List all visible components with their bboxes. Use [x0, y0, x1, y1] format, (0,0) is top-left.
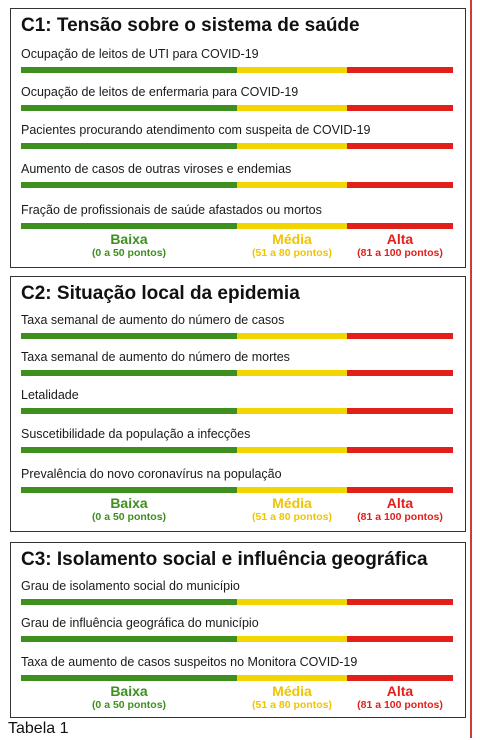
risk-legend: Baixa (0 a 50 pontos) Média (51 a 80 pon…	[21, 495, 453, 529]
risk-scale-bar	[21, 447, 453, 453]
legend-high-label: Alta	[386, 495, 414, 511]
risk-scale-bar	[21, 333, 453, 339]
risk-legend: Baixa (0 a 50 pontos) Média (51 a 80 pon…	[21, 683, 453, 717]
legend-high: Alta (81 a 100 pontos)	[347, 495, 453, 524]
indicator-label: Grau de influência geográfica do municíp…	[21, 616, 259, 630]
indicator-label: Ocupação de leitos de UTI para COVID-19	[21, 47, 259, 61]
indicator-label: Letalidade	[21, 388, 79, 402]
legend-medium-label: Média	[272, 495, 312, 511]
legend-low-range: (0 a 50 pontos)	[91, 511, 167, 523]
legend-low: Baixa (0 a 50 pontos)	[21, 231, 237, 260]
legend-medium-range: (51 a 80 pontos)	[252, 247, 332, 259]
legend-low: Baixa (0 a 50 pontos)	[21, 495, 237, 524]
legend-high-label: Alta	[386, 683, 414, 699]
page-edge-line	[470, 0, 472, 738]
legend-low-label: Baixa	[110, 231, 148, 247]
indicator-row: Grau de influência geográfica do municíp…	[21, 616, 453, 644]
risk-scale-bar	[21, 487, 453, 493]
indicator-row: Taxa de aumento de casos suspeitos no Mo…	[21, 655, 453, 683]
legend-high: Alta (81 a 100 pontos)	[347, 683, 453, 712]
legend-high-range: (81 a 100 pontos)	[357, 511, 443, 523]
legend-high-range: (81 a 100 pontos)	[357, 699, 443, 711]
indicator-label: Taxa de aumento de casos suspeitos no Mo…	[21, 655, 358, 669]
legend-medium-range: (51 a 80 pontos)	[252, 699, 332, 711]
panel-c2: C2: Situação local da epidemia Taxa sema…	[10, 276, 466, 532]
legend-medium: Média (51 a 80 pontos)	[237, 495, 347, 524]
panel-c1: C1: Tensão sobre o sistema de saúde Ocup…	[10, 8, 466, 268]
indicator-row: Ocupação de leitos de UTI para COVID-19	[21, 47, 453, 75]
legend-high: Alta (81 a 100 pontos)	[347, 231, 453, 260]
indicator-row: Letalidade	[21, 388, 453, 416]
indicator-label: Grau de isolamento social do município	[21, 579, 240, 593]
risk-scale-bar	[21, 675, 453, 681]
table-caption: Tabela 1	[8, 720, 69, 737]
panel-c3: C3: Isolamento social e influência geogr…	[10, 542, 466, 718]
indicator-label: Fração de profissionais de saúde afastad…	[21, 203, 322, 217]
legend-low-label: Baixa	[110, 683, 148, 699]
indicator-label: Aumento de casos de outras viroses e end…	[21, 162, 292, 176]
legend-low-range: (0 a 50 pontos)	[91, 699, 167, 711]
risk-scale-bar	[21, 182, 453, 188]
indicator-row: Grau de isolamento social do município	[21, 579, 453, 607]
risk-scale-bar	[21, 636, 453, 642]
indicator-row: Suscetibilidade da população a infecções	[21, 427, 453, 455]
indicator-label: Taxa semanal de aumento do número de mor…	[21, 350, 290, 364]
indicator-label: Suscetibilidade da população a infecções	[21, 427, 251, 441]
legend-medium-label: Média	[272, 231, 312, 247]
legend-high-label: Alta	[386, 231, 414, 247]
indicator-label: Prevalência do novo coronavírus na popul…	[21, 467, 282, 481]
panel-title: C3: Isolamento social e influência geogr…	[21, 549, 428, 570]
risk-scale-bar	[21, 599, 453, 605]
indicator-row: Ocupação de leitos de enfermaria para CO…	[21, 85, 453, 113]
risk-scale-bar	[21, 143, 453, 149]
risk-scale-bar	[21, 223, 453, 229]
legend-low-range: (0 a 50 pontos)	[91, 247, 167, 259]
legend-low: Baixa (0 a 50 pontos)	[21, 683, 237, 712]
legend-medium: Média (51 a 80 pontos)	[237, 231, 347, 260]
legend-low-label: Baixa	[110, 495, 148, 511]
indicator-row: Prevalência do novo coronavírus na popul…	[21, 467, 453, 495]
indicator-label: Ocupação de leitos de enfermaria para CO…	[21, 85, 299, 99]
legend-high-range: (81 a 100 pontos)	[357, 247, 443, 259]
risk-scale-bar	[21, 408, 453, 414]
indicator-row: Aumento de casos de outras viroses e end…	[21, 162, 453, 190]
indicator-row: Taxa semanal de aumento do número de mor…	[21, 350, 453, 378]
indicator-label: Taxa semanal de aumento do número de cas…	[21, 313, 285, 327]
legend-medium: Média (51 a 80 pontos)	[237, 683, 347, 712]
panel-title: C1: Tensão sobre o sistema de saúde	[21, 15, 360, 36]
risk-scale-bar	[21, 105, 453, 111]
indicator-label: Pacientes procurando atendimento com sus…	[21, 123, 371, 137]
indicator-row: Fração de profissionais de saúde afastad…	[21, 203, 453, 231]
panel-title: C2: Situação local da epidemia	[21, 283, 300, 304]
legend-medium-label: Média	[272, 683, 312, 699]
risk-scale-bar	[21, 67, 453, 73]
risk-scale-bar	[21, 370, 453, 376]
indicator-row: Taxa semanal de aumento do número de cas…	[21, 313, 453, 341]
risk-legend: Baixa (0 a 50 pontos) Média (51 a 80 pon…	[21, 231, 453, 265]
indicator-row: Pacientes procurando atendimento com sus…	[21, 123, 453, 151]
legend-medium-range: (51 a 80 pontos)	[252, 511, 332, 523]
